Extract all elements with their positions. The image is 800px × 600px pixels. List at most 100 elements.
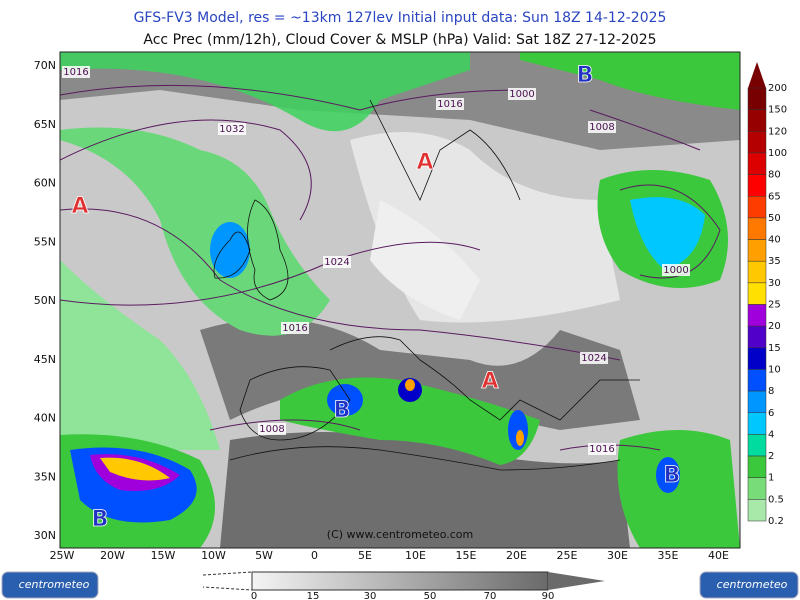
isobar-label: 1024 <box>581 353 606 364</box>
cloud-label: 70 <box>484 591 497 600</box>
isobar-label: 1016 <box>437 99 462 110</box>
lon-label: 5W <box>255 549 273 562</box>
lon-label: 20W <box>100 549 125 562</box>
colorbar-label: 150 <box>768 105 787 116</box>
cloud-label: 0 <box>251 591 257 600</box>
lon-label: 10E <box>405 549 426 562</box>
isobar-label-bg <box>588 443 616 455</box>
isobar-label-bg <box>588 121 616 133</box>
lat-label: 60N <box>34 177 56 190</box>
colorbar-cell <box>747 109 767 132</box>
logo-left <box>1 571 99 599</box>
colorbar-cell <box>747 87 767 110</box>
lon-label: 30E <box>607 549 628 562</box>
lat-label: 35N <box>34 470 56 483</box>
colorbar-label: 8 <box>768 386 774 397</box>
isobar-label: 1000 <box>663 265 688 276</box>
cloud-bar <box>251 571 549 591</box>
map-frame <box>59 51 741 549</box>
isobar-label-bg <box>62 66 90 78</box>
lon-label: 15E <box>456 549 477 562</box>
cloud-label: 90 <box>542 591 555 600</box>
pressure-center: B <box>664 463 681 488</box>
colorbar-cell <box>747 477 767 500</box>
pressure-center: B <box>334 398 351 423</box>
pressure-center: A <box>481 369 498 394</box>
lat-label: 55N <box>34 235 56 248</box>
colorbar-cell <box>747 325 767 349</box>
cloud-label: 15 <box>307 591 320 600</box>
cloud-label: 50 <box>424 591 437 600</box>
colorbar-cell <box>747 390 767 414</box>
colorbar-cell <box>747 347 767 370</box>
logo-right <box>699 571 799 599</box>
isobar-label: 1032 <box>219 124 244 135</box>
colorbar-cell <box>747 152 767 175</box>
colorbar-label: 100 <box>768 148 787 159</box>
colorbar-label: 200 <box>768 83 787 94</box>
pressure-center: A <box>71 194 88 219</box>
isobar-label-bg <box>281 322 309 334</box>
lon-label: 15W <box>151 549 176 562</box>
cloud-label: 30 <box>364 591 377 600</box>
isobar-label-bg <box>508 88 536 100</box>
isobar-label: 1016 <box>589 444 614 455</box>
lon-label: 0 <box>311 549 318 562</box>
pressure-center: B <box>577 63 594 88</box>
lat-label: 30N <box>34 529 56 542</box>
colorbar-label: 35 <box>768 256 781 267</box>
pressure-center: A <box>416 150 433 175</box>
colorbar-cell <box>747 499 767 522</box>
colorbar-label: 80 <box>768 170 781 181</box>
title-line1: GFS-FV3 Model, res = ~13km 127lev Initia… <box>134 10 667 26</box>
colorbar-cell <box>747 131 767 154</box>
lat-label: 70N <box>34 59 56 72</box>
lon-label: 25W <box>50 549 75 562</box>
colorbar-label: 15 <box>768 343 781 354</box>
isobar-label: 1016 <box>282 323 307 334</box>
isobar-label-bg <box>436 98 464 110</box>
isobar-label-bg <box>662 264 690 276</box>
colorbar-label: 40 <box>768 235 781 246</box>
map <box>60 52 740 548</box>
isobar-label: 1016 <box>63 67 88 78</box>
colorbar-cell <box>747 412 767 435</box>
lat-label: 45N <box>34 353 56 366</box>
cloud-high-arrow <box>548 572 605 590</box>
colorbar-cell <box>747 304 767 327</box>
isobar-label-bg <box>218 123 246 135</box>
credit: (C) www.centrometeo.com <box>327 528 473 541</box>
colorbar-cell <box>747 369 767 392</box>
pressure-center: B <box>92 507 109 532</box>
isobar-label: 1000 <box>509 89 534 100</box>
colorbar-label: 10 <box>768 364 781 375</box>
colorbar-label: 1 <box>768 473 774 484</box>
colorbar-label: 25 <box>768 300 781 311</box>
lon-label: 40E <box>708 549 729 562</box>
colorbar-cell <box>747 174 767 197</box>
colorbar-label: 0.5 <box>768 494 784 505</box>
colorbar-cell <box>747 196 767 219</box>
lon-label: 20E <box>506 549 527 562</box>
colorbar-cell <box>747 282 767 305</box>
logo-text: centrometeo <box>717 578 788 591</box>
isobar-label: 1024 <box>324 257 349 268</box>
colorbar-label: 4 <box>768 429 774 440</box>
title-line2: Acc Prec (mm/12h), Cloud Cover & MSLP (h… <box>143 32 656 48</box>
colorbar-label: 20 <box>768 321 781 332</box>
colorbar-label: 6 <box>768 408 774 419</box>
colorbar-label: 0.2 <box>768 516 784 527</box>
isobar-label-bg <box>323 256 351 268</box>
cloud-low-arrow <box>202 571 253 591</box>
lat-label: 40N <box>34 412 56 425</box>
colorbar-cell <box>747 434 767 457</box>
colorbar-cell <box>747 455 767 478</box>
lon-label: 10W <box>201 549 226 562</box>
colorbar-label: 120 <box>768 126 787 137</box>
colorbar-tip <box>748 62 766 88</box>
colorbar-label: 30 <box>768 278 781 289</box>
lon-label: 25E <box>557 549 578 562</box>
colorbar-cell <box>747 239 767 262</box>
lon-label: 5E <box>358 549 372 562</box>
